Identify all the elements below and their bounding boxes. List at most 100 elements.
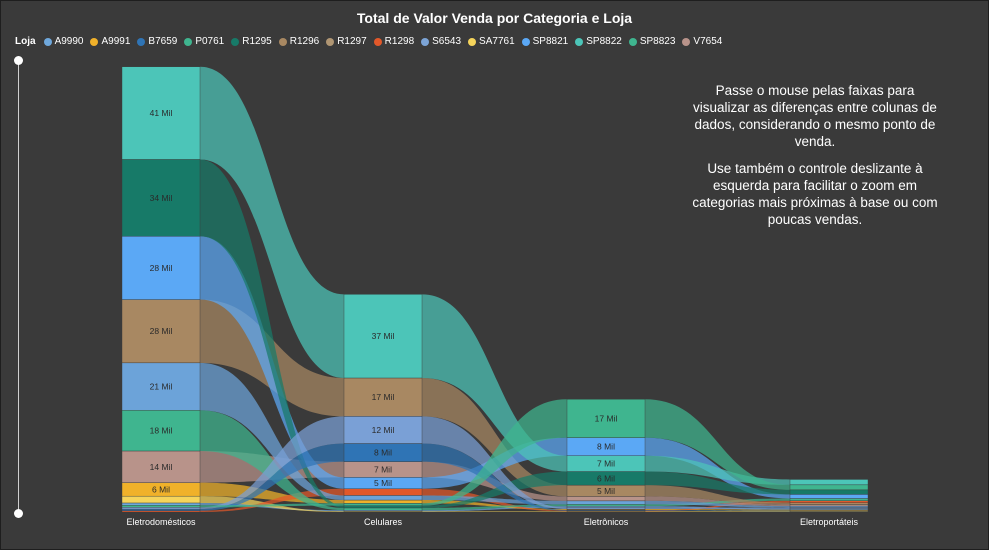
ribbon-s6543-0[interactable] <box>200 362 344 501</box>
bar-segment-b7659-0[interactable] <box>121 508 201 511</box>
bar-segment-sp8821-3[interactable] <box>789 494 869 499</box>
bar-segment-r1298-3[interactable] <box>789 500 869 503</box>
bar-segment-sp8821-1[interactable] <box>343 477 423 489</box>
ribbon-p0761-1[interactable] <box>422 504 567 511</box>
ribbon-b7659-0[interactable] <box>200 443 344 511</box>
ribbon-a9990-1[interactable] <box>422 506 567 512</box>
ribbon-sa7761-1[interactable] <box>422 511 567 512</box>
ribbon-r1296-2[interactable] <box>645 485 790 505</box>
bar-segment-r1296-0[interactable] <box>121 299 201 364</box>
data-label: 6 Mil <box>152 484 170 494</box>
instruction-text-1: Passe o mouse pelas faixas para visualiz… <box>693 83 937 149</box>
bar-segment-r1295-1[interactable] <box>343 505 423 509</box>
bar-segment-s6543-0[interactable] <box>121 362 201 411</box>
legend-item-a9990[interactable]: A9990 <box>43 36 84 47</box>
bar-segment-r1296-1[interactable] <box>343 377 423 417</box>
ribbon-sp8822-0[interactable] <box>200 66 344 378</box>
bar-segment-r1297-2[interactable] <box>566 507 646 510</box>
data-label: 34 Mil <box>150 193 173 203</box>
legend-item-p0761[interactable]: P0761 <box>184 36 224 47</box>
legend-item-b7659[interactable]: B7659 <box>137 36 177 47</box>
bar-segment-sp8822-1[interactable] <box>343 294 423 379</box>
ribbon-b7659-1[interactable] <box>422 443 567 511</box>
bar-segment-sa7761-0[interactable] <box>121 495 201 504</box>
bar-segment-b7659-2[interactable] <box>566 509 646 511</box>
ribbon-r1295-0[interactable] <box>200 159 344 508</box>
bar-segment-r1297-0[interactable] <box>121 507 201 510</box>
data-label: 14 Mil <box>150 462 173 472</box>
bar-segment-sp8823-0[interactable] <box>121 505 201 508</box>
ribbon-p0761-0[interactable] <box>200 410 344 511</box>
bar-segment-r1295-3[interactable] <box>789 489 869 495</box>
legend: Loja A9990 A9991 B7659 P0761 R1295 R1296 R1297… <box>15 36 729 47</box>
zoom-slider-top-handle[interactable] <box>14 56 23 65</box>
bar-segment-r1298-0[interactable] <box>121 510 201 513</box>
ribbon-sp8823-0[interactable] <box>200 503 344 508</box>
ribbon-a9991-2[interactable] <box>645 509 790 511</box>
legend-label: R1295 <box>242 36 272 47</box>
legend-item-r1298[interactable]: R1298 <box>373 36 414 47</box>
ribbon-r1295-1[interactable] <box>422 471 567 508</box>
bar-segment-sp8822-0[interactable] <box>121 66 201 160</box>
bar-segment-a9991-1[interactable] <box>343 499 423 504</box>
legend-dot-icon <box>90 37 99 46</box>
bar-segment-p0761-3[interactable] <box>789 498 869 501</box>
bar-segment-s6543-3[interactable] <box>789 505 869 508</box>
legend-label: A9990 <box>54 36 84 47</box>
legend-item-sa7761[interactable]: SA7761 <box>468 36 515 47</box>
bar-segment-sp8823-1[interactable] <box>343 503 423 506</box>
legend-dot-icon <box>137 37 146 46</box>
bar-segment-sp8822-2[interactable] <box>566 455 646 472</box>
bar-segment-p0761-2[interactable] <box>566 504 646 507</box>
ribbon-sa7761-2[interactable] <box>645 511 790 512</box>
bar-segment-p0761-1[interactable] <box>343 507 423 511</box>
legend-label: SA7761 <box>479 36 515 47</box>
ribbon-b7659-2[interactable] <box>645 509 790 512</box>
ribbon-v7654-2[interactable] <box>645 496 790 507</box>
bar-segment-p0761-0[interactable] <box>121 410 201 452</box>
legend-item-r1297[interactable]: R1297 <box>326 36 367 47</box>
legend-item-a9991[interactable]: A9991 <box>90 36 130 47</box>
bar-segment-sp8823-3[interactable] <box>789 484 869 491</box>
ribbon-r1297-2[interactable] <box>645 507 790 510</box>
ribbon-s6543-2[interactable] <box>645 500 790 508</box>
legend-item-r1295[interactable]: R1295 <box>231 36 272 47</box>
ribbon-r1297-0[interactable] <box>200 416 344 510</box>
ribbon-r1298-0[interactable] <box>200 488 344 512</box>
bar-segment-sp8823-2[interactable] <box>566 399 646 438</box>
ribbon-sp8823-2[interactable] <box>645 399 790 490</box>
legend-item-v7654[interactable]: V7654 <box>682 36 722 47</box>
bar-segment-s6543-2[interactable] <box>566 500 646 505</box>
ribbon-r1295-2[interactable] <box>645 471 790 495</box>
bar-segment-v7654-2[interactable] <box>566 496 646 502</box>
bar-segment-r1296-3[interactable] <box>789 502 869 505</box>
bar-segment-b7659-3[interactable] <box>789 510 869 512</box>
bar-segment-s6543-1[interactable] <box>343 495 423 501</box>
ribbon-sp8822-1[interactable] <box>422 294 567 472</box>
legend-item-r1296[interactable]: R1296 <box>278 36 319 47</box>
bar-segment-r1298-1[interactable] <box>343 488 423 496</box>
bar-segment-v7654-0[interactable] <box>121 450 201 483</box>
legend-dot-icon <box>521 37 530 46</box>
legend-dot-icon <box>43 37 52 46</box>
legend-label: R1297 <box>337 36 367 47</box>
data-label: 6 Mil <box>597 473 615 483</box>
zoom-slider-bottom-handle[interactable] <box>14 509 23 518</box>
legend-dot-icon <box>373 37 382 46</box>
bar-segment-sp8822-3[interactable] <box>789 479 869 486</box>
bar-segment-r1297-3[interactable] <box>789 507 869 509</box>
zoom-slider-track[interactable] <box>18 60 19 514</box>
legend-item-s6543[interactable]: S6543 <box>421 36 461 47</box>
ribbons <box>200 66 790 512</box>
ribbon-sp8823-1[interactable] <box>422 399 567 506</box>
legend-item-sp8823[interactable]: SP8823 <box>628 36 675 47</box>
bar-segment-sa7761-1[interactable] <box>343 511 423 513</box>
bar-segment-r1297-1[interactable] <box>343 416 423 444</box>
ribbon-r1296-1[interactable] <box>422 377 567 497</box>
bar-segment-sp8821-0[interactable] <box>121 236 201 300</box>
legend-item-sp8822[interactable]: SP8822 <box>575 36 622 47</box>
bar-segment-v7654-3[interactable] <box>789 504 869 507</box>
bar-segment-a9990-0[interactable] <box>121 502 201 506</box>
bar-segment-a9990-2[interactable] <box>566 505 646 508</box>
legend-item-sp8821[interactable]: SP8821 <box>521 36 568 47</box>
